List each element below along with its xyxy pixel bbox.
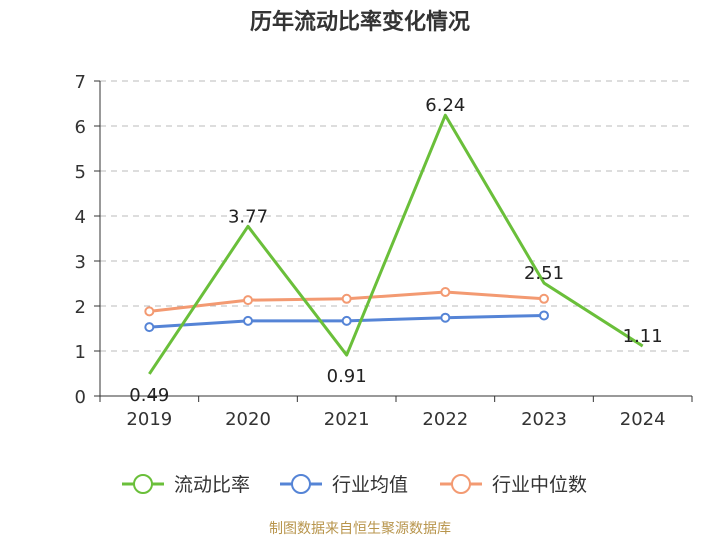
legend-item-0[interactable]: 流动比率 (122, 474, 250, 496)
series-1-point-2021[interactable] (341, 315, 352, 326)
data-label-2024: 1.11 (623, 326, 663, 347)
legend-marker-0 (133, 474, 153, 494)
series-1-point-2023[interactable] (539, 310, 549, 321)
data-label-2023: 2.51 (524, 263, 564, 284)
y-tick-label-2: 2 (75, 297, 86, 318)
series-1-point-2022[interactable] (440, 312, 451, 323)
legend-label-2: 行业中位数 (492, 474, 587, 496)
series-1-point-2019[interactable] (144, 322, 155, 333)
x-tick-label-2019: 2019 (126, 409, 172, 430)
series-2-point-2022[interactable] (440, 287, 451, 298)
legend-marker-2 (451, 474, 471, 494)
grid-lines (100, 80, 692, 352)
series-2-point-2019[interactable] (144, 306, 155, 317)
series-2-point-2023[interactable] (539, 293, 549, 304)
legend[interactable]: 流动比率 行业均值 行业中位数 (122, 474, 587, 496)
x-tick-label-2024: 2024 (620, 409, 666, 430)
x-tick-label-2023: 2023 (521, 409, 567, 430)
legend-label-0: 流动比率 (174, 474, 250, 496)
legend-label-1: 行业均值 (332, 474, 408, 496)
chart-title: 历年流动比率变化情况 (249, 10, 470, 35)
x-tick-label-2021: 2021 (324, 409, 370, 430)
series-1-point-2020[interactable] (243, 315, 253, 326)
legend-item-1[interactable]: 行业均值 (280, 474, 408, 496)
series-line-0 (148, 113, 644, 375)
data-labels: 0.49 3.77 0.91 6.24 2.51 1.11 (129, 95, 662, 406)
x-tick-label-2020: 2020 (225, 409, 271, 430)
series-2-point-2021[interactable] (341, 293, 352, 304)
y-tick-label-3: 3 (75, 252, 86, 273)
data-source-note: 制图数据来自恒生聚源数据库 (269, 521, 451, 537)
y-tick-label-0: 0 (75, 387, 86, 408)
series-layer (144, 113, 644, 375)
y-tick-label-4: 4 (75, 207, 86, 228)
series-2-point-2020[interactable] (243, 295, 253, 306)
data-label-2020: 3.77 (228, 206, 268, 227)
y-tick-label-7: 7 (75, 72, 86, 93)
data-label-2021: 0.91 (327, 366, 367, 387)
y-tick-label-1: 1 (75, 342, 86, 363)
y-tick-label-6: 6 (75, 117, 86, 138)
axes: 0 1 2 3 4 5 6 7 2019 2020 2021 2022 2023 2024 (75, 72, 693, 430)
data-label-2022: 6.24 (425, 95, 465, 116)
legend-item-2[interactable]: 行业中位数 (440, 474, 587, 496)
data-label-2019: 0.49 (129, 385, 169, 406)
legend-marker-1 (291, 474, 311, 494)
y-tick-label-5: 5 (75, 162, 86, 183)
x-tick-label-2022: 2022 (422, 409, 468, 430)
